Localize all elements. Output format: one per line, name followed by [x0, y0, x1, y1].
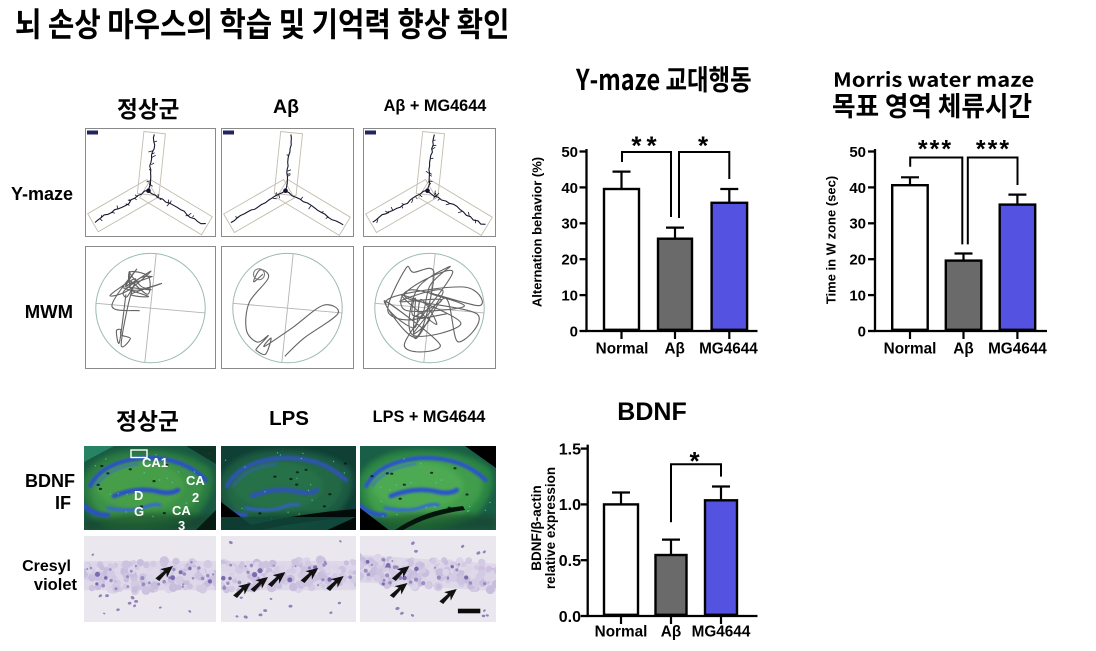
svg-text:CA: CA — [172, 503, 191, 518]
svg-text:Aβ: Aβ — [953, 341, 973, 358]
svg-text:Normal: Normal — [884, 341, 937, 358]
svg-text:0.5: 0.5 — [559, 553, 581, 570]
svg-text:30: 30 — [849, 216, 866, 233]
svg-text:BDNF/β-actin: BDNF/β-actin — [529, 485, 544, 571]
svg-text:40: 40 — [561, 180, 578, 197]
svg-text:1.0: 1.0 — [559, 497, 581, 514]
svg-text:*: * — [689, 446, 701, 476]
svg-text:0: 0 — [858, 323, 866, 340]
svg-text:***: *** — [918, 135, 953, 163]
svg-text:2: 2 — [192, 490, 199, 505]
svg-text:**: ** — [631, 131, 661, 161]
svg-text:50: 50 — [561, 144, 578, 161]
svg-text:D: D — [134, 488, 143, 503]
svg-text:3: 3 — [178, 518, 185, 530]
svg-text:CA1: CA1 — [142, 455, 168, 470]
svg-text:10: 10 — [561, 288, 578, 305]
svg-text:20: 20 — [561, 252, 578, 269]
svg-text:CA: CA — [186, 473, 205, 488]
svg-text:0.0: 0.0 — [559, 609, 581, 626]
svg-text:Normal: Normal — [595, 624, 648, 641]
svg-text:*: * — [698, 131, 710, 161]
svg-text:0: 0 — [570, 323, 578, 340]
svg-text:G: G — [134, 504, 144, 519]
svg-text:relative expression: relative expression — [543, 467, 558, 589]
svg-text:Alternation behavior (%): Alternation behavior (%) — [530, 157, 545, 307]
svg-text:1.5: 1.5 — [559, 441, 581, 458]
svg-text:MG4644: MG4644 — [692, 624, 751, 641]
svg-text:Normal: Normal — [596, 341, 649, 358]
svg-text:MG4644: MG4644 — [988, 341, 1047, 358]
svg-text:10: 10 — [849, 288, 866, 305]
svg-text:Time in W zone (sec): Time in W zone (sec) — [824, 176, 839, 304]
svg-text:30: 30 — [561, 216, 578, 233]
svg-text:20: 20 — [849, 252, 866, 269]
svg-text:Aβ: Aβ — [661, 624, 681, 641]
svg-text:***: *** — [976, 135, 1011, 163]
svg-text:Aβ: Aβ — [665, 341, 685, 358]
svg-text:50: 50 — [849, 144, 866, 161]
svg-text:40: 40 — [849, 180, 866, 197]
svg-text:MG4644: MG4644 — [699, 341, 758, 358]
